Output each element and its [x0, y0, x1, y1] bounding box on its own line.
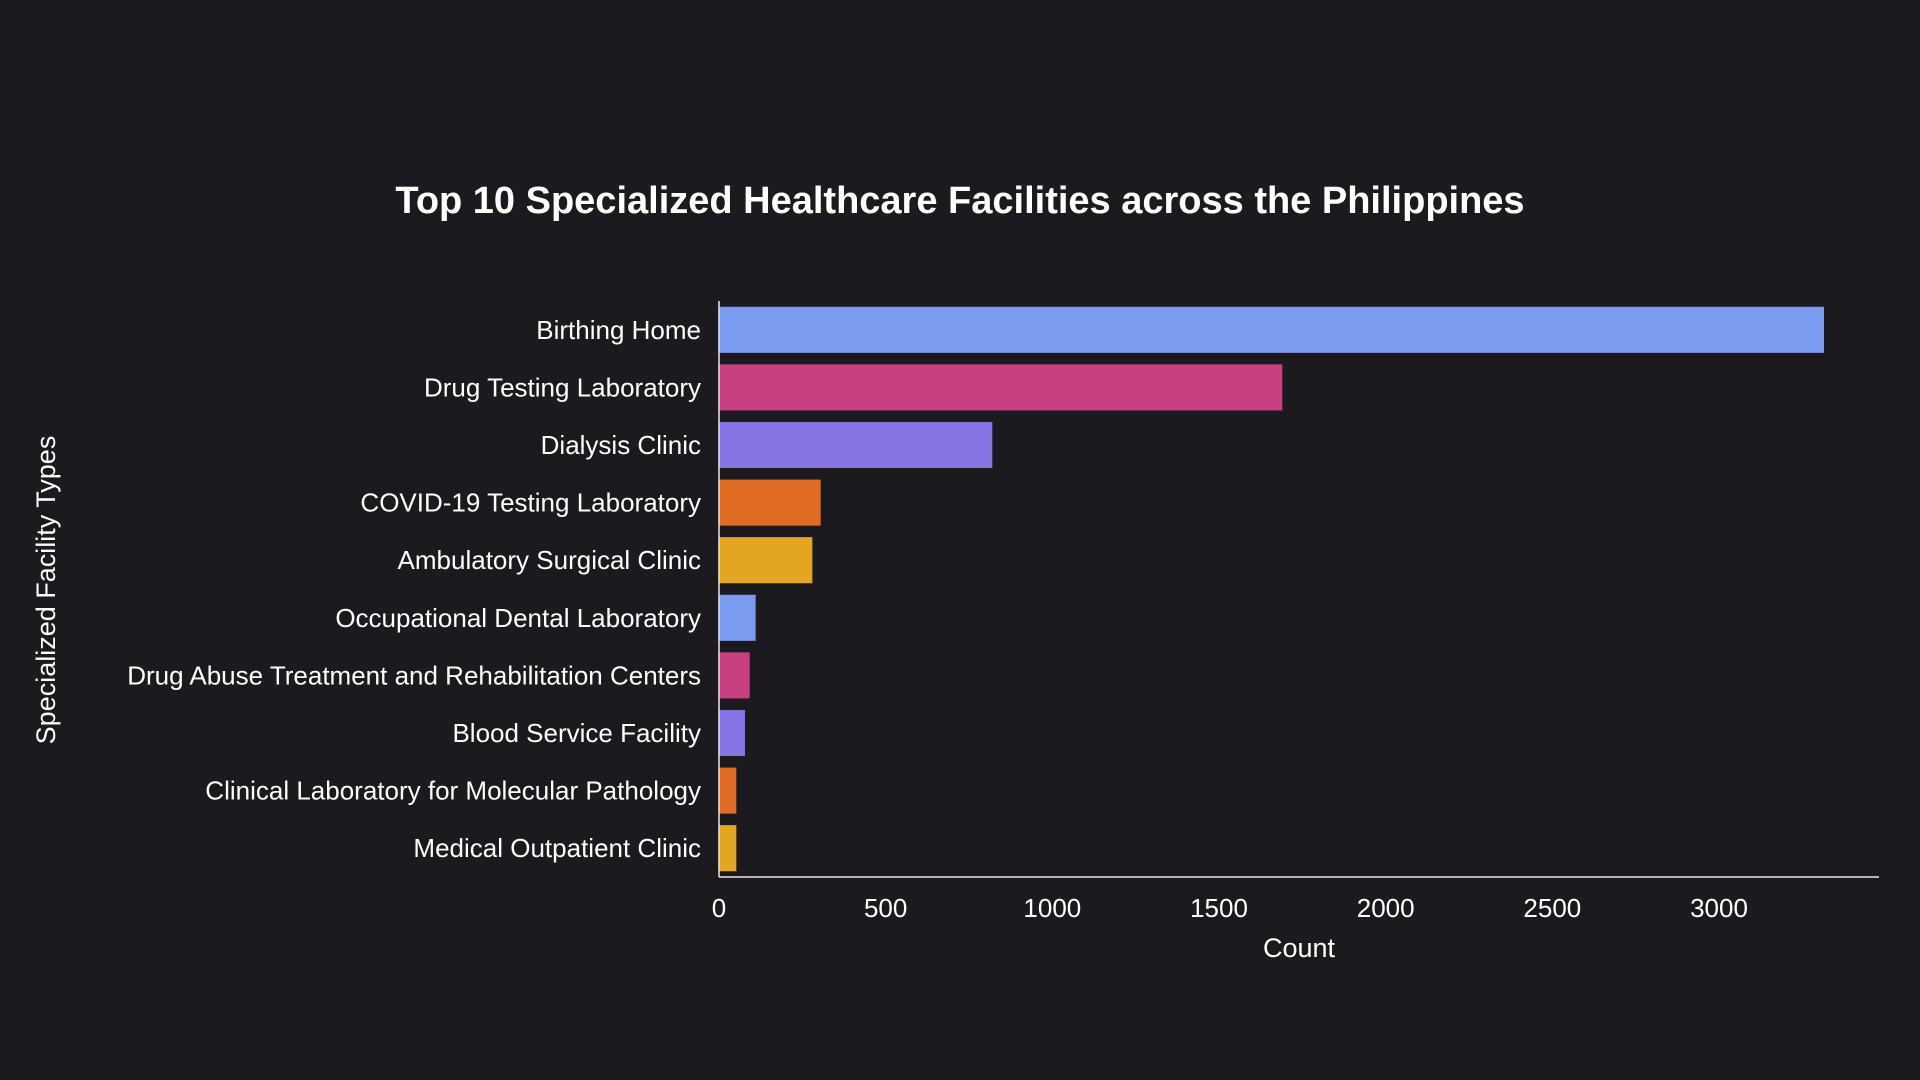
y-axis-title: Specialized Facility Types — [31, 436, 61, 745]
category-label: Occupational Dental Laboratory — [335, 603, 701, 633]
chart-title: Top 10 Specialized Healthcare Facilities… — [395, 180, 1524, 222]
bar-dialysis-clinic — [719, 421, 993, 469]
x-tick-label: 0 — [712, 893, 726, 923]
category-label: Clinical Laboratory for Molecular Pathol… — [205, 776, 701, 806]
bars-group — [719, 306, 1824, 872]
bar-occupational-dental-laboratory — [719, 594, 756, 641]
category-label: Blood Service Facility — [452, 718, 701, 748]
category-label: Drug Abuse Treatment and Rehabilitation … — [127, 660, 701, 690]
x-tick-labels-group: 0 500 1000 1500 2000 2500 3000 — [712, 893, 1748, 923]
category-label: Medical Outpatient Clinic — [413, 833, 701, 863]
x-axis-title: Count — [1263, 933, 1336, 963]
category-label: Ambulatory Surgical Clinic — [398, 545, 701, 575]
x-tick-label: 500 — [864, 893, 907, 923]
bar-clinical-laboratory-for-molecular-pathology — [719, 767, 737, 814]
bar-drug-testing-laboratory — [719, 364, 1283, 411]
category-label: Birthing Home — [536, 315, 701, 345]
x-tick-label: 2000 — [1357, 893, 1415, 923]
bar-medical-outpatient-clinic — [719, 825, 737, 872]
x-tick-label: 1500 — [1190, 893, 1248, 923]
category-labels-group: Birthing Home Drug Testing Laboratory Dial… — [127, 315, 701, 863]
bar-drug-abuse-treatment-and-rehabilitation-centers — [719, 652, 750, 699]
x-tick-label: 3000 — [1690, 893, 1748, 923]
category-label: Dialysis Clinic — [541, 430, 701, 460]
bar-covid-19-testing-laboratory — [719, 479, 821, 526]
bar-birthing-home — [719, 306, 1824, 353]
category-label: Drug Testing Laboratory — [424, 372, 701, 402]
bar-ambulatory-surgical-clinic — [719, 537, 813, 584]
bar-blood-service-facility — [719, 709, 745, 757]
x-tick-label: 1000 — [1023, 893, 1081, 923]
category-label: COVID-19 Testing Laboratory — [360, 488, 701, 518]
x-tick-label: 2500 — [1523, 893, 1581, 923]
